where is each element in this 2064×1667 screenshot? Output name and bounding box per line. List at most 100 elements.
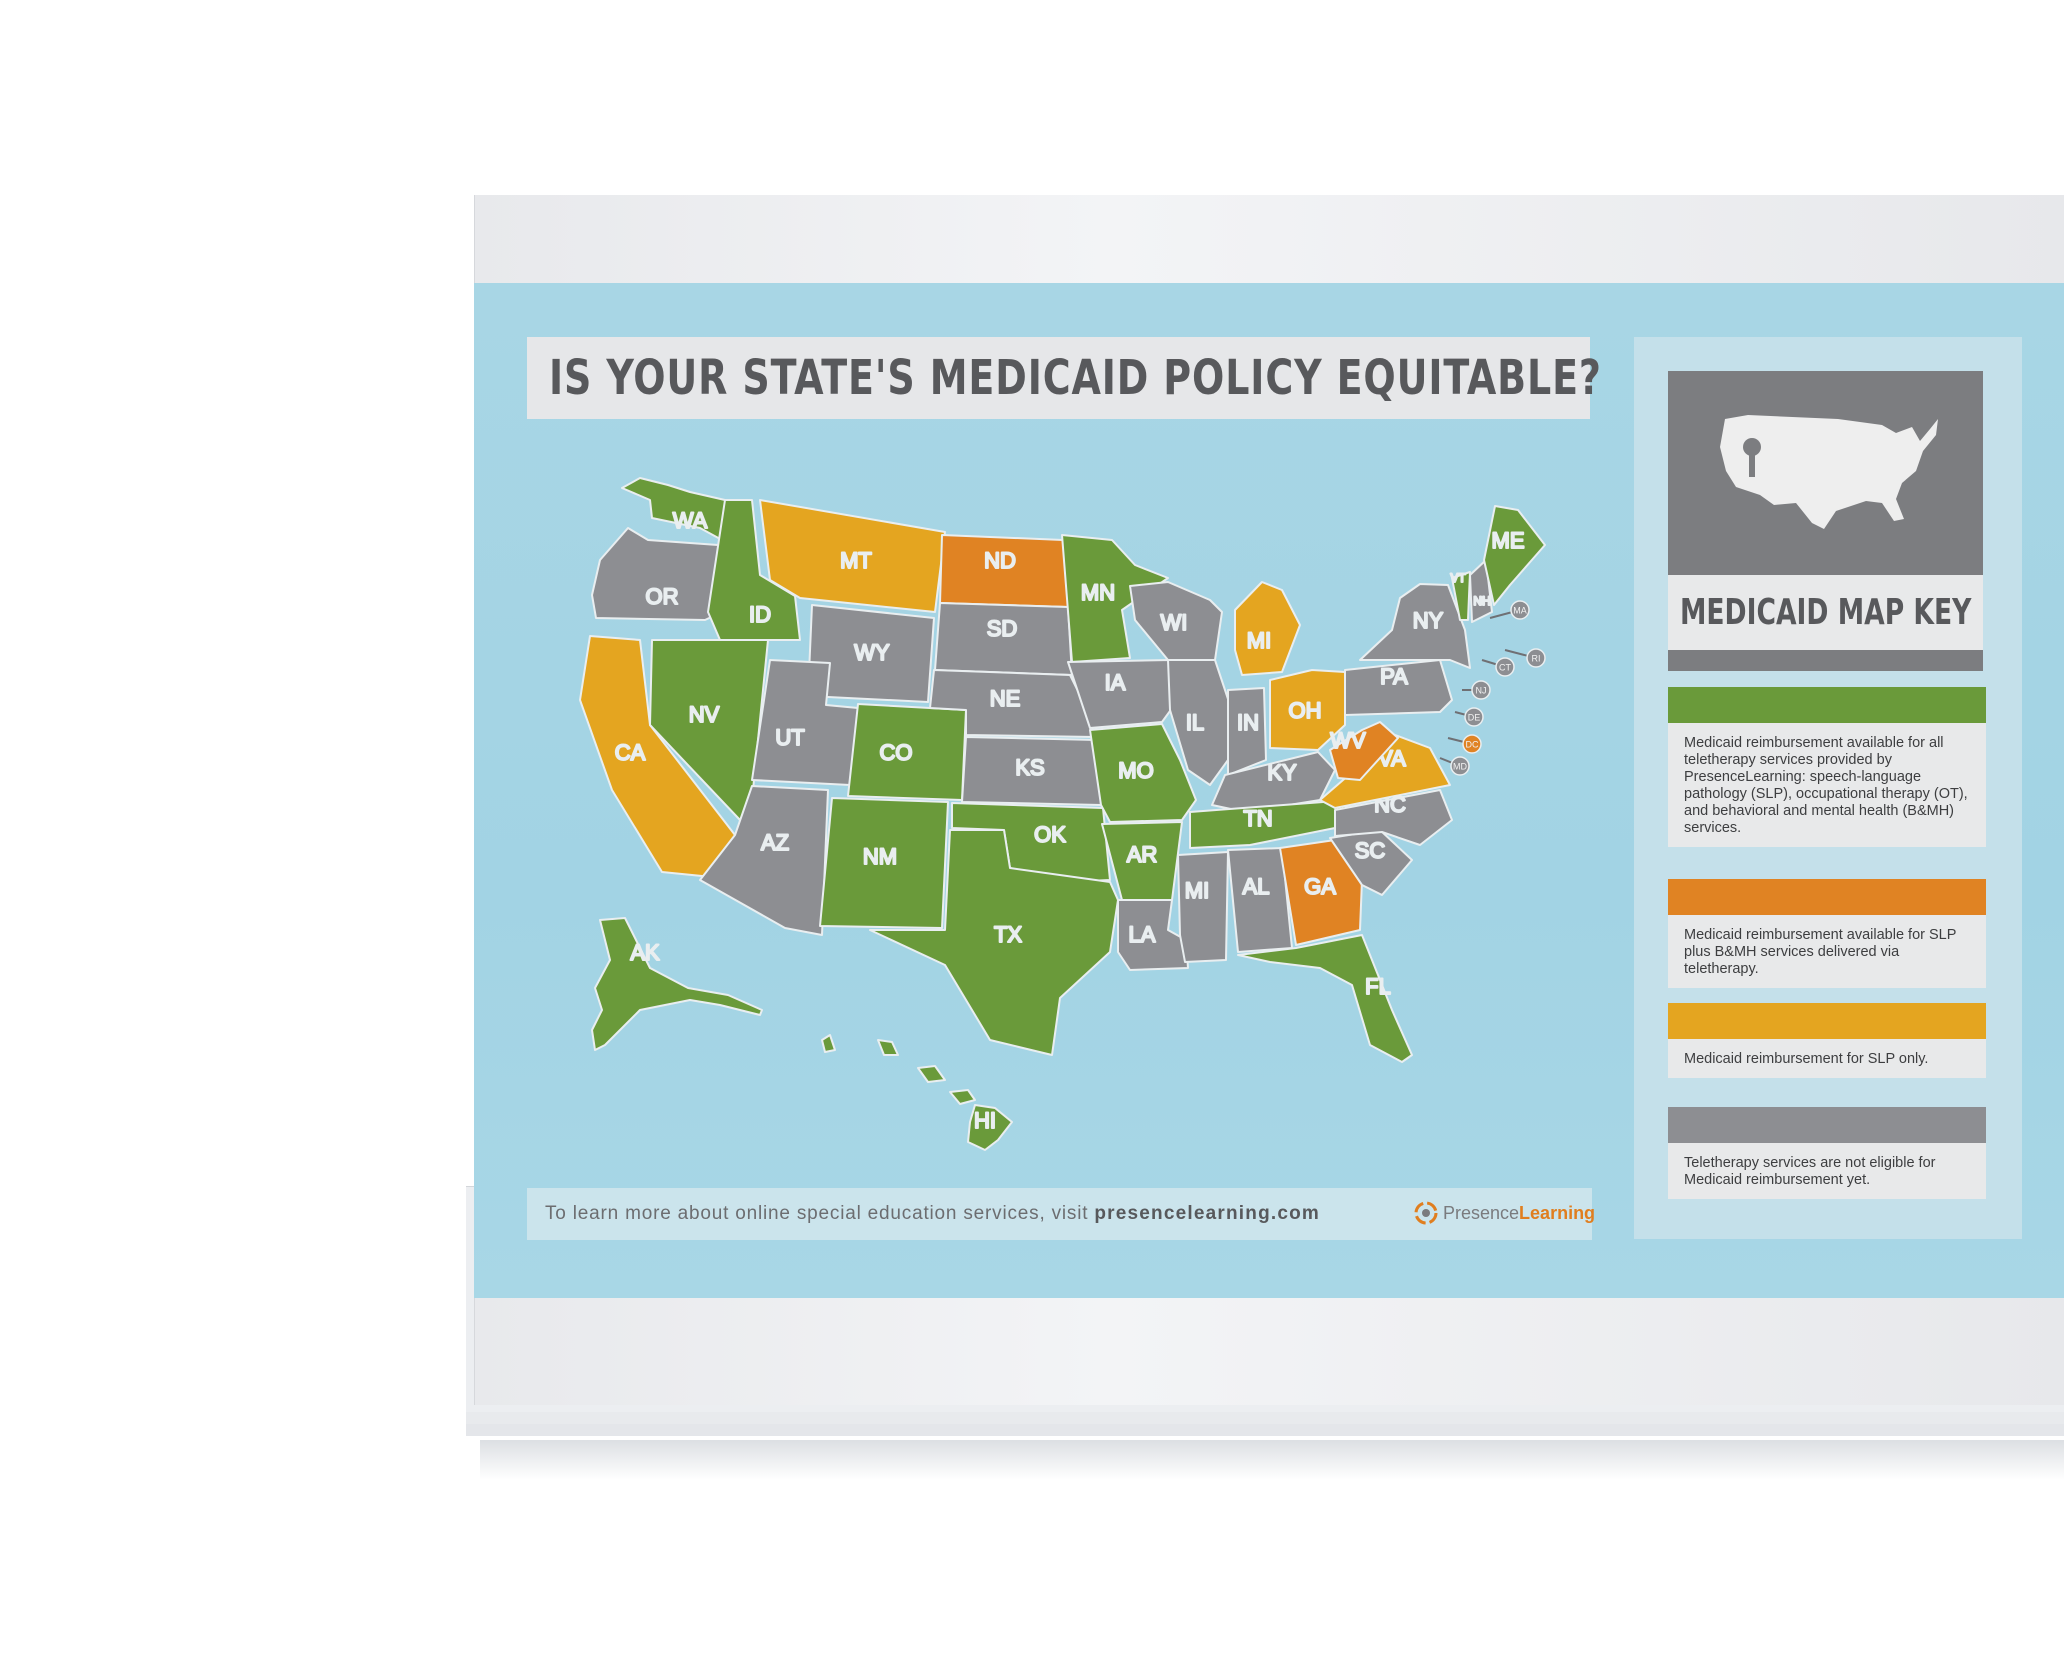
key-title-box: MEDICAID MAP KEY — [1668, 575, 1983, 650]
state-ri — [1526, 648, 1546, 668]
key-item-green: Medicaid reimbursement available for all… — [1668, 687, 1986, 847]
state-ct — [1495, 657, 1515, 677]
state-il — [1167, 659, 1231, 786]
state-label-az: AZ — [761, 830, 789, 855]
state-ga — [1279, 839, 1363, 946]
state-vt — [1451, 571, 1471, 621]
island-shape — [917, 1065, 946, 1083]
state-label-or: OR — [646, 584, 679, 609]
state-label-ny: NY — [1413, 608, 1444, 633]
state-label-ok: OK — [1034, 822, 1066, 847]
island-shape — [877, 1039, 899, 1056]
state-label-hi: HI — [974, 1108, 996, 1133]
state-label-co: CO — [880, 740, 913, 765]
state-label-de: DE — [1468, 713, 1481, 723]
state-label-nd: ND — [984, 548, 1016, 573]
state-label-wv: WV — [1330, 728, 1366, 753]
state-label-mi: MI — [1185, 878, 1209, 903]
footer-link[interactable]: presencelearning.com — [1094, 1203, 1321, 1224]
state-label-ca: CA — [615, 740, 646, 765]
state-label-id: ID — [749, 602, 771, 627]
state-label-ri: RI — [1532, 654, 1541, 664]
state-nc — [1334, 789, 1453, 846]
state-label-dc: DC — [1466, 740, 1479, 750]
state-tx — [869, 829, 1119, 1056]
state-label-in: IN — [1237, 710, 1259, 735]
state-label-la: LA — [1129, 922, 1156, 947]
key-text: Teletherapy services are not eligible fo… — [1684, 1155, 1936, 1188]
state-az — [699, 785, 829, 936]
state-ak — [591, 917, 763, 1051]
state-mi — [1234, 581, 1301, 676]
key-item-yellow: Medicaid reimbursement for SLP only. — [1668, 1003, 1986, 1078]
presence-learning-logo: Presence Learning — [1413, 1200, 1595, 1226]
state-label-oh: OH — [1289, 698, 1322, 723]
us-map-key-icon — [1720, 415, 1938, 529]
state-pa — [1344, 659, 1453, 716]
state-label-tn: TN — [1243, 806, 1272, 831]
logo-icon — [1414, 1201, 1438, 1225]
state-label-il: IL — [1186, 710, 1204, 735]
state-label-sd: SD — [987, 616, 1018, 641]
state-id — [707, 499, 801, 641]
island-shape — [821, 1034, 836, 1053]
state-ny — [1359, 583, 1471, 669]
state-label-mi: MI — [1247, 628, 1271, 653]
state-label-pa: PA — [1380, 664, 1408, 689]
page-title: IS YOUR STATE'S MEDICAID POLICY EQUITABL… — [549, 350, 1602, 406]
key-item-orange: Medicaid reimbursement available for SLP… — [1668, 879, 1986, 988]
state-oh — [1269, 669, 1346, 751]
key-swatch-gray — [1668, 1107, 1986, 1143]
state-mt — [759, 499, 946, 613]
state-label-fl: FL — [1365, 974, 1391, 999]
state-label-mt: MT — [840, 548, 872, 573]
island-shape — [949, 1089, 976, 1105]
state-label-nj: NJ — [1476, 686, 1487, 696]
key-text: Medicaid reimbursement for SLP only. — [1684, 1051, 1929, 1067]
state-label-ks: KS — [1015, 755, 1044, 780]
state-label-vt: VT — [1450, 571, 1466, 585]
state-label-nm: NM — [863, 844, 897, 869]
state-label-wi: WI — [1161, 610, 1188, 635]
state-dc — [1462, 734, 1482, 754]
state-label-ar: AR — [1127, 842, 1158, 867]
state-wi — [1129, 581, 1223, 661]
state-mi — [1177, 851, 1229, 963]
state-label-wa: WA — [673, 508, 708, 533]
state-ma — [1510, 600, 1530, 620]
state-label-md: MD — [1453, 762, 1467, 772]
state-label-mn: MN — [1081, 580, 1115, 605]
state-label-mo: MO — [1118, 758, 1153, 783]
state-nj — [1471, 680, 1491, 700]
state-label-al: AL — [1243, 874, 1270, 899]
logo-text-learning: Learning — [1519, 1202, 1596, 1223]
state-label-ia: IA — [1105, 670, 1126, 695]
state-label-ct: CT — [1499, 663, 1511, 673]
logo-text-presence: Presence — [1443, 1202, 1520, 1223]
state-label-va: VA — [1378, 746, 1406, 771]
state-label-ak: AK — [630, 940, 660, 965]
state-label-sc: SC — [1355, 838, 1386, 863]
state-nm — [819, 797, 949, 929]
state-de — [1464, 707, 1484, 727]
key-item-gray: Teletherapy services are not eligible fo… — [1668, 1107, 1986, 1199]
footer-text: To learn more about online special educa… — [545, 1203, 1089, 1224]
state-me — [1483, 505, 1546, 606]
state-label-ky: KY — [1267, 760, 1297, 785]
state-label-ne: NE — [990, 686, 1021, 711]
state-md — [1450, 756, 1470, 776]
key-swatch-green — [1668, 687, 1986, 723]
key-text: Medicaid reimbursement available for all… — [1684, 735, 1968, 836]
state-wv — [1329, 721, 1399, 781]
state-label-tx: TX — [994, 922, 1022, 947]
key-title: MEDICAID MAP KEY — [1679, 592, 1972, 633]
state-label-ma: MA — [1513, 606, 1527, 616]
state-label-wy: WY — [854, 640, 890, 665]
paper-shadow — [480, 1440, 2064, 1480]
map-key-panel: MEDICAID MAP KEY Medicaid reimbursement … — [1634, 337, 2022, 1239]
state-ne — [929, 669, 1096, 738]
footer-bar: To learn more about online special educa… — [527, 1188, 1592, 1240]
key-swatch-orange — [1668, 879, 1986, 915]
state-in — [1227, 687, 1267, 776]
